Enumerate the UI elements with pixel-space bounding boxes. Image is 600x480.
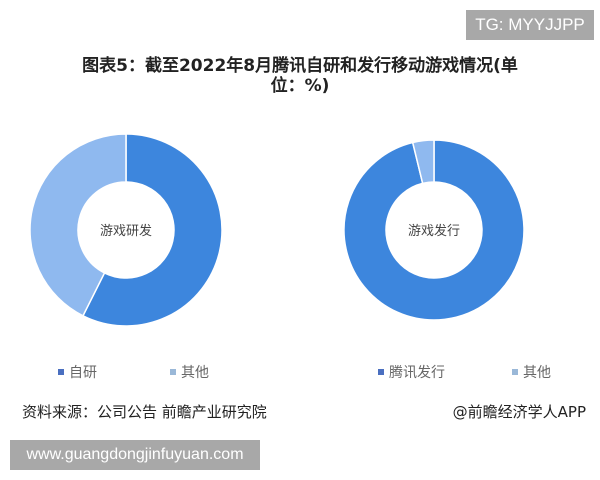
chart-title: 图表5：截至2022年8月腾讯自研和发行移动游戏情况(单 位：%) — [30, 56, 570, 96]
legend-marker — [378, 369, 384, 375]
title-line-1: 图表5：截至2022年8月腾讯自研和发行移动游戏情况(单 — [82, 56, 518, 76]
credit-note: @前瞻经济学人APP — [452, 403, 586, 421]
donut-center-label: 游戏研发 — [100, 223, 152, 239]
legend-marker — [170, 369, 176, 375]
watermark-badge-top: TG: MYYJJPP — [466, 10, 594, 40]
legend-item-left-1: 其他 — [170, 362, 209, 382]
donut-slice-其他 — [29, 133, 127, 317]
donut-slice-自研 — [81, 133, 223, 327]
donut-slice-腾讯发行 — [343, 139, 525, 321]
title-line-2: 位：%) — [270, 76, 330, 96]
legend-item-right-0: 腾讯发行 — [378, 362, 445, 382]
source-note: 资料来源：公司公告 前瞻产业研究院 — [22, 403, 267, 421]
donut-slice-其他 — [411, 139, 435, 185]
watermark-badge-bottom: www.guangdongjinfuyuan.com — [10, 440, 260, 470]
donut-center-label: 游戏发行 — [408, 223, 460, 239]
legend-item-right-1: 其他 — [512, 362, 551, 382]
legend-marker — [58, 369, 64, 375]
legend-marker — [512, 369, 518, 375]
legend-item-left-0: 自研 — [58, 362, 97, 382]
